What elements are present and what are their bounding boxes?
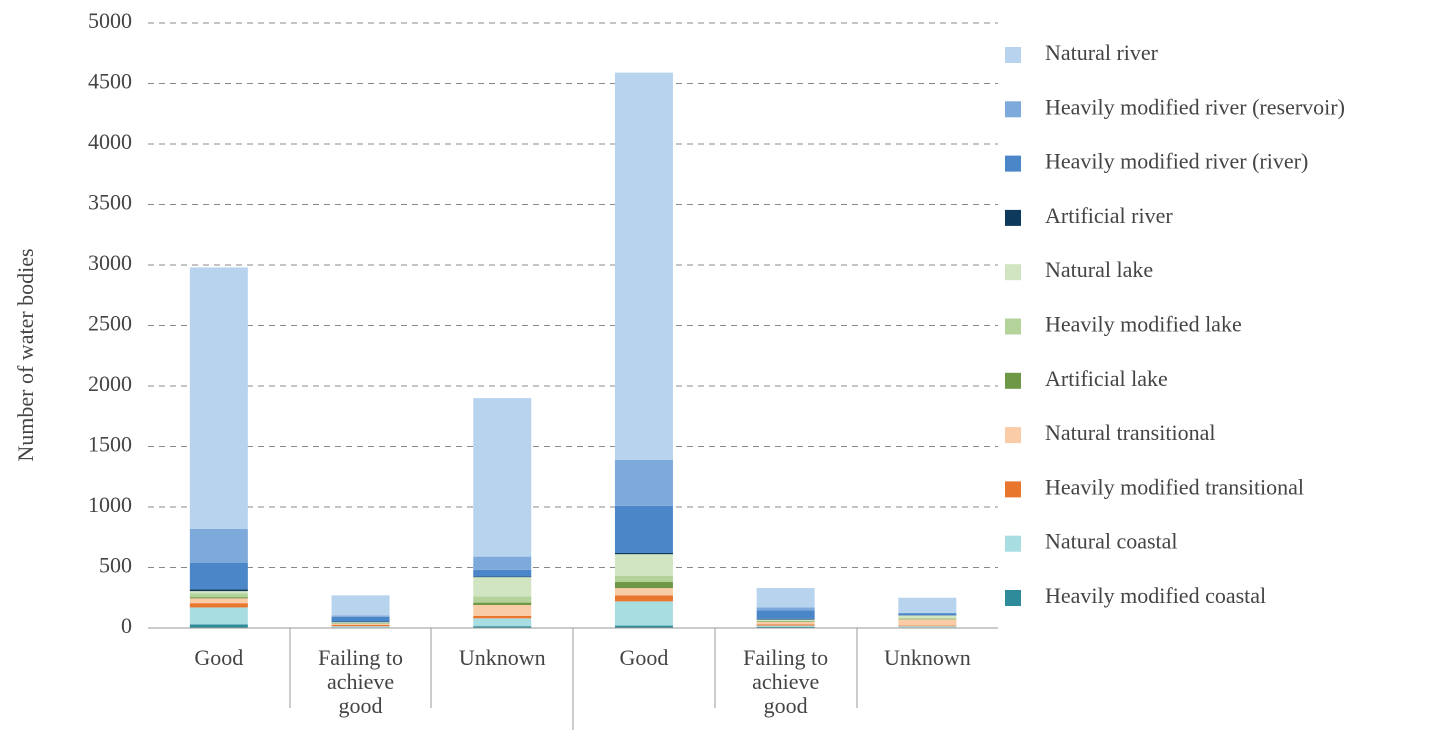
- y-tick-label: 2000: [88, 371, 132, 396]
- x-tick-label: Good: [194, 645, 243, 670]
- bar-segment: [473, 398, 531, 557]
- legend-label: Heavily modified river (river): [1045, 149, 1308, 174]
- legend-label: Natural transitional: [1045, 420, 1215, 445]
- bar-segment: [898, 613, 956, 615]
- bar-segment: [757, 610, 815, 618]
- bar-segment: [473, 557, 531, 570]
- bar-segment: [473, 616, 531, 618]
- bar-segment: [190, 267, 248, 528]
- y-tick-label: 5000: [88, 8, 132, 33]
- bar-segment: [615, 506, 673, 553]
- x-tick-label: Unknown: [459, 645, 546, 670]
- bar-segment: [615, 73, 673, 460]
- bar-segment: [190, 589, 248, 591]
- legend-swatch: [1005, 101, 1021, 117]
- bar-segment: [757, 621, 815, 622]
- bar-segment: [190, 607, 248, 624]
- bar-segment: [332, 625, 390, 626]
- y-tick-label: 1000: [88, 492, 132, 517]
- bar-segment: [898, 598, 956, 613]
- bar-segment: [332, 617, 390, 622]
- bar-segment: [473, 618, 531, 626]
- y-tick-label: 1500: [88, 432, 132, 457]
- bar-segment: [615, 460, 673, 506]
- legend-swatch: [1005, 590, 1021, 606]
- bar-segment: [757, 607, 815, 610]
- bar-segment: [332, 626, 390, 627]
- y-tick-label: 4000: [88, 129, 132, 154]
- legend-label: Heavily modified river (reservoir): [1045, 94, 1345, 119]
- bar-segment: [473, 577, 531, 578]
- bar-segment: [898, 620, 956, 626]
- bar-segment: [898, 626, 956, 627]
- bar-segment: [615, 595, 673, 601]
- legend-swatch: [1005, 427, 1021, 443]
- bar-segment: [615, 582, 673, 588]
- x-tick-label: Unknown: [884, 645, 971, 670]
- legend-swatch: [1005, 319, 1021, 335]
- legend-label: Natural lake: [1045, 257, 1153, 282]
- bar-segment: [757, 626, 815, 627]
- y-axis-label: Number of water bodies: [13, 248, 38, 461]
- bar-segment: [615, 576, 673, 582]
- bar-segment: [332, 623, 390, 624]
- bar-segment: [332, 622, 390, 623]
- bar-segment: [332, 595, 390, 615]
- bar-segment: [332, 622, 390, 623]
- legend-label: Heavily modified transitional: [1045, 474, 1304, 499]
- bar-segment: [190, 594, 248, 598]
- y-tick-label: 500: [99, 553, 132, 578]
- bar-segment: [190, 598, 248, 603]
- legend-label: Natural coastal: [1045, 529, 1178, 554]
- y-tick-label: 3500: [88, 190, 132, 215]
- bar-segment: [615, 553, 673, 554]
- bar-segment: [757, 624, 815, 625]
- bar-segment: [473, 597, 531, 603]
- bar-segment: [473, 603, 531, 605]
- bar-segment: [190, 563, 248, 590]
- bar-segment: [757, 588, 815, 607]
- bar-segment: [473, 577, 531, 596]
- x-tick-label: Good: [620, 645, 669, 670]
- bar-segment: [757, 619, 815, 620]
- y-tick-label: 3000: [88, 250, 132, 275]
- bar-segment: [332, 624, 390, 625]
- bar-segment: [190, 603, 248, 607]
- bar-segment: [473, 605, 531, 616]
- legend-swatch: [1005, 481, 1021, 497]
- legend-label: Artificial lake: [1045, 366, 1168, 391]
- legend-label: Heavily modified coastal: [1045, 583, 1266, 608]
- bar-segment: [757, 621, 815, 622]
- bar-segment: [898, 618, 956, 619]
- bar-segment: [898, 626, 956, 627]
- legend-swatch: [1005, 47, 1021, 63]
- bar-segment: [190, 529, 248, 563]
- legend-swatch: [1005, 156, 1021, 172]
- legend-swatch: [1005, 264, 1021, 280]
- bar-segment: [757, 620, 815, 621]
- legend-swatch: [1005, 373, 1021, 389]
- bar-segment: [615, 554, 673, 576]
- legend-label: Artificial river: [1045, 203, 1173, 228]
- y-tick-label: 4500: [88, 69, 132, 94]
- y-tick-label: 2500: [88, 311, 132, 336]
- bar-segment: [190, 591, 248, 593]
- legend-label: Natural river: [1045, 40, 1159, 65]
- bar-segment: [190, 624, 248, 628]
- bar-segment: [473, 570, 531, 577]
- legend-label: Heavily modified lake: [1045, 312, 1242, 337]
- legend-swatch: [1005, 536, 1021, 552]
- bar-segment: [757, 622, 815, 624]
- bar-segment: [615, 588, 673, 595]
- bar-segment: [898, 613, 956, 614]
- y-tick-label: 0: [121, 613, 132, 638]
- bar-segment: [615, 601, 673, 625]
- bar-segment: [190, 597, 248, 598]
- legend-swatch: [1005, 210, 1021, 226]
- bar-segment: [332, 616, 390, 617]
- bar-segment: [898, 616, 956, 618]
